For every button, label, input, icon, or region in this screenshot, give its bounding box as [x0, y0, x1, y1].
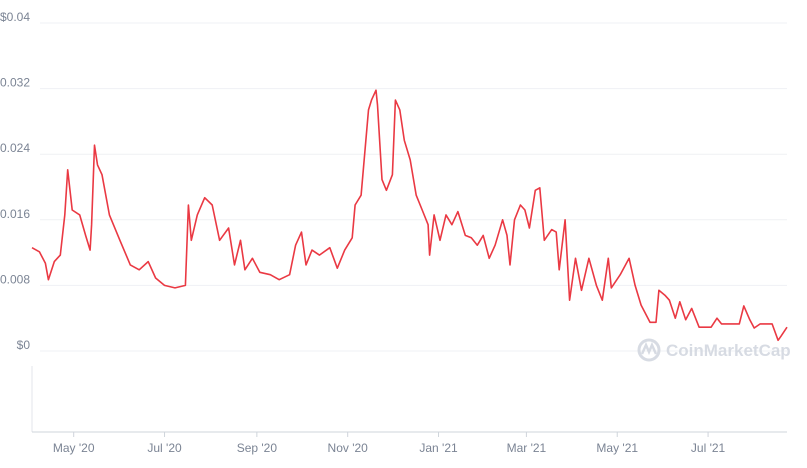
y-tick-label: $0.008: [0, 272, 30, 286]
coinmarketcap-logo-icon: [637, 338, 661, 362]
volume-panel: [31, 366, 787, 433]
x-tick-label: Jan '21: [419, 441, 458, 455]
y-tick-label: $0.04: [0, 10, 30, 24]
y-tick-label: $0.032: [0, 76, 30, 90]
y-tick-label: $0.016: [0, 207, 30, 221]
x-tick-label: Jul '21: [691, 441, 726, 455]
price-series-line: [31, 89, 788, 342]
x-tick-label: Jul '20: [147, 441, 182, 455]
x-axis: May '20 Jul '20 Sep '20 Nov '20 Jan '21 Mar '…: [53, 432, 726, 455]
x-tick-label: Mar '21: [507, 441, 547, 455]
y-axis: $0 $0.008 $0.016 $0.024 $0.032 $0.04: [0, 10, 30, 352]
x-tick-label: Sep '20: [237, 441, 278, 455]
y-tick-label: $0.024: [0, 141, 30, 155]
grid-lines: [40, 22, 787, 352]
watermark-text: CoinMarketCap: [666, 341, 791, 360]
watermark: CoinMarketCap: [637, 338, 791, 362]
x-tick-label: May '21: [596, 441, 638, 455]
x-tick-label: May '20: [53, 441, 95, 455]
y-tick-label: $0: [17, 338, 31, 352]
x-tick-label: Nov '20: [328, 441, 369, 455]
